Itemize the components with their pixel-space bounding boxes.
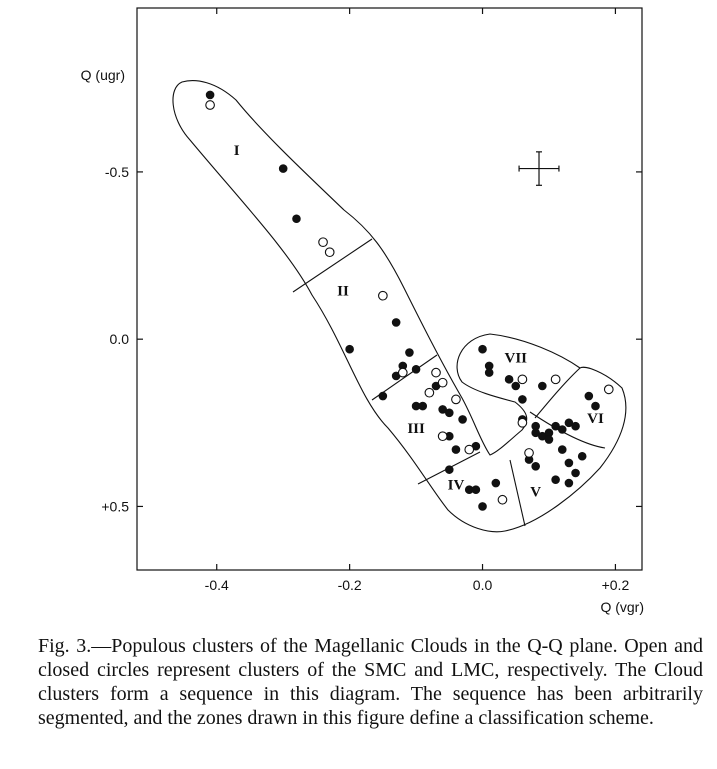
smc-cluster-point [603, 384, 614, 395]
lmc-cluster-point [478, 502, 487, 511]
smc-cluster-point [517, 374, 528, 385]
x-tick-label: +0.2 [602, 577, 630, 593]
zone-line-v-vi [529, 411, 606, 449]
smc-cluster-point [451, 394, 461, 405]
lmc-cluster-point [458, 415, 467, 424]
smc-cluster-point [397, 367, 408, 378]
lmc-cluster-point [478, 344, 487, 354]
smc-cluster-point [437, 431, 448, 442]
smc-cluster-point [378, 290, 388, 301]
y-tick-label: -0.5 [105, 164, 129, 180]
qq-diagram: -0.4 -0.2 0.0 +0.2 -0.5 0.0 +0.5 Q (ugr) Q (vgr)… [81, 7, 644, 615]
axes: -0.4 -0.2 0.0 +0.2 -0.5 0.0 +0.5 Q (ugr) Q (vgr) [81, 8, 644, 615]
y-tick-label: +0.5 [101, 498, 129, 514]
zone-label: III [407, 421, 425, 437]
smc-cluster-point [524, 448, 534, 458]
lmc-cluster-point [405, 348, 414, 357]
lmc-cluster-point [551, 475, 560, 484]
lmc-cluster-point [557, 425, 567, 434]
zone-label: I [234, 143, 240, 159]
zone-outlines [172, 80, 627, 533]
main-sequence-outline [172, 80, 627, 533]
x-axis-label: Q (vgr) [600, 599, 644, 615]
lmc-cluster-point [504, 375, 514, 384]
lmc-cluster-point [471, 485, 481, 495]
lmc-cluster-point [484, 368, 494, 377]
lmc-cluster-point [292, 214, 301, 224]
smc-cluster-point [464, 444, 475, 455]
lmc-cluster-point [391, 318, 401, 327]
x-tick-label: 0.0 [473, 577, 493, 593]
zone-label: V [530, 484, 541, 500]
lmc-cluster-point [557, 445, 567, 454]
lmc-cluster-point [345, 344, 354, 354]
zone-label: II [337, 284, 349, 300]
lmc-cluster-point [511, 381, 521, 391]
smc-cluster-point [550, 374, 561, 385]
zone-line-vi-vii [534, 367, 581, 419]
lmc-cluster-point [445, 408, 454, 418]
lmc-cluster-point [538, 381, 547, 391]
x-tick-label: -0.2 [338, 577, 362, 593]
lmc-cluster-point [205, 90, 215, 100]
lmc-cluster-point [531, 461, 540, 471]
zone-label: IV [448, 478, 465, 494]
zone-label: VI [587, 411, 604, 427]
data-points [205, 90, 614, 511]
plot-frame [136, 7, 643, 571]
smc-cluster-point [497, 494, 508, 505]
lmc-cluster-point [564, 478, 574, 488]
error-bar [518, 151, 560, 186]
lmc-cluster-point [418, 401, 428, 411]
lmc-cluster-point [378, 391, 388, 401]
smc-cluster-point [324, 247, 335, 258]
smc-cluster-point [437, 377, 448, 388]
y-axis-label: Q (ugr) [81, 67, 125, 83]
lmc-cluster-point [571, 468, 580, 478]
lmc-cluster-point [584, 391, 594, 401]
lmc-cluster-point [564, 458, 574, 468]
lmc-cluster-point [518, 395, 527, 404]
lmc-cluster-point [491, 478, 501, 488]
smc-cluster-point [424, 387, 435, 398]
lmc-cluster-point [445, 465, 454, 474]
smc-cluster-point [205, 100, 215, 110]
zone-label: VII [504, 351, 527, 367]
zone-line-iv-v [509, 459, 526, 527]
lmc-cluster-point [411, 364, 421, 374]
smc-cluster-point [431, 367, 441, 378]
zone-line-i-ii [292, 238, 373, 293]
figure-caption: Fig. 3.—Populous clusters of the Magella… [38, 635, 703, 729]
y-tick-label: 0.0 [110, 331, 130, 347]
smc-cluster-point [318, 237, 328, 248]
lmc-cluster-point [571, 421, 580, 431]
lmc-cluster-point [577, 451, 587, 461]
lmc-cluster-point [451, 445, 461, 454]
lmc-cluster-point [591, 401, 600, 411]
lmc-cluster-point [278, 164, 288, 173]
x-tick-label: -0.4 [205, 577, 229, 593]
lmc-cluster-point [544, 435, 554, 444]
smc-cluster-point [517, 417, 528, 428]
